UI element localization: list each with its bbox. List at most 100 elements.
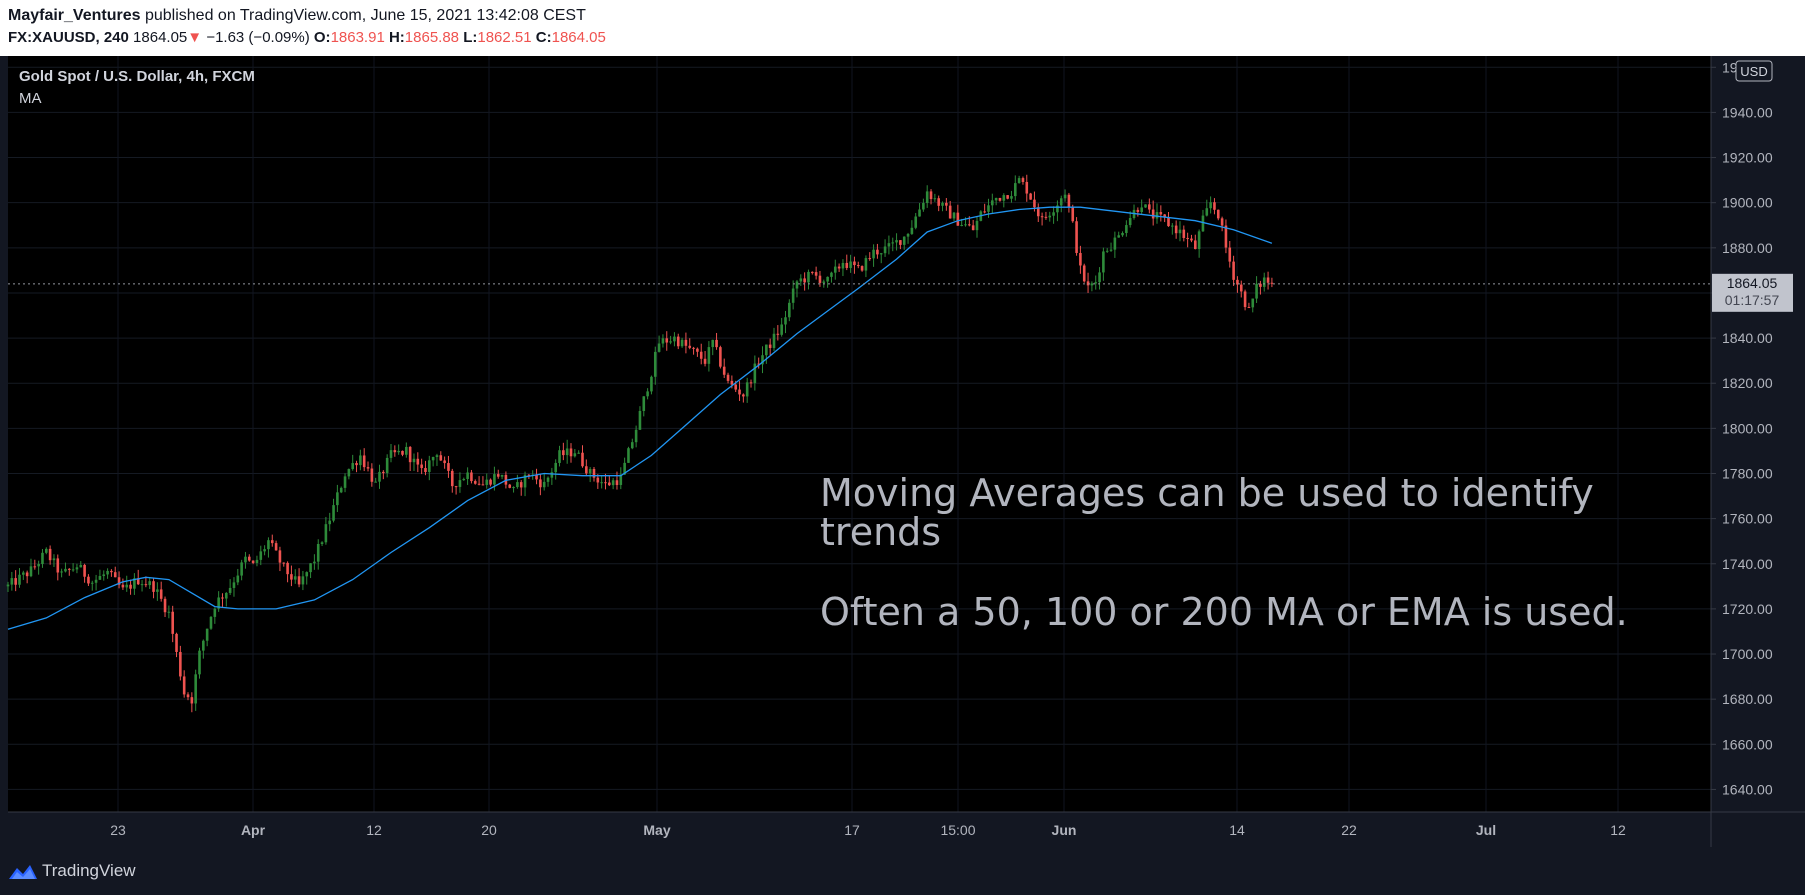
candle-body xyxy=(290,574,293,580)
time-tick-label: 15:00 xyxy=(940,822,975,838)
candle-body xyxy=(217,597,220,609)
candle-body xyxy=(1262,277,1266,287)
candle-body xyxy=(780,324,783,335)
candle-body xyxy=(1224,225,1228,248)
candle-body xyxy=(175,633,178,652)
last-price-badge-price: 1864.05 xyxy=(1727,275,1778,291)
candle-body xyxy=(301,576,305,585)
candle-body xyxy=(542,481,546,488)
candle-body xyxy=(336,492,339,506)
price-tick-label: 1800.00 xyxy=(1722,420,1773,436)
candle-body xyxy=(221,597,224,599)
candle-body xyxy=(259,551,263,560)
candle-body xyxy=(416,458,420,465)
candle-body xyxy=(94,579,98,583)
candle-body xyxy=(1044,216,1048,218)
price-tick-label: 1840.00 xyxy=(1722,330,1773,346)
candle-body xyxy=(282,562,286,564)
candle-body xyxy=(144,584,148,586)
candle-body xyxy=(960,225,963,227)
indicator-label[interactable]: MA xyxy=(19,90,42,107)
candle-body xyxy=(1048,215,1052,218)
price-tick-label: 1720.00 xyxy=(1722,601,1773,617)
candle-body xyxy=(565,448,569,456)
candle-body xyxy=(129,584,132,589)
candle-body xyxy=(604,482,607,484)
candle-body xyxy=(554,462,557,473)
tradingview-brand[interactable]: TradingView xyxy=(42,861,136,880)
candle-body xyxy=(1013,183,1017,197)
candle-body xyxy=(910,227,914,234)
candle-body xyxy=(205,628,209,641)
time-tick-label: 17 xyxy=(844,822,860,838)
candle-body xyxy=(83,564,86,577)
candle-body xyxy=(148,581,152,586)
candle-body xyxy=(1243,291,1247,308)
currency-badge[interactable] xyxy=(1735,60,1773,82)
time-tick-label: 23 xyxy=(110,822,126,838)
candle-body xyxy=(87,576,90,584)
annotation-line-2: trends xyxy=(820,510,941,554)
price-tick-label: 1640.00 xyxy=(1722,781,1773,797)
candle-body xyxy=(485,479,489,485)
candle-body xyxy=(707,347,711,364)
candle-body xyxy=(914,216,918,228)
candle-body xyxy=(964,224,967,226)
candle-body xyxy=(481,484,485,486)
candle-body xyxy=(577,452,580,454)
time-tick-label: 12 xyxy=(366,822,382,838)
time-axis[interactable]: 23 Apr 12 20 May 17 15:00 Jun 14 22 Jul 12 xyxy=(110,822,1626,838)
candle-body xyxy=(79,564,83,568)
candle-body xyxy=(121,584,125,588)
candle-body xyxy=(251,560,255,563)
candle-body xyxy=(1151,209,1155,219)
candle-body xyxy=(971,225,975,231)
candle-body xyxy=(102,574,106,577)
candle-body xyxy=(1209,202,1212,209)
candle-body xyxy=(1163,214,1166,218)
candle-body xyxy=(244,556,247,563)
candle-body xyxy=(1255,283,1258,299)
candle-body xyxy=(431,456,435,461)
candle-body xyxy=(1109,249,1113,251)
symbol-label[interactable]: FX:XAUUSD, 240 xyxy=(8,29,129,46)
ma-line xyxy=(7,206,1273,630)
candle-body xyxy=(719,347,722,367)
candle-body xyxy=(90,582,94,584)
tradingview-logo-icon[interactable] xyxy=(8,861,38,881)
candle-body xyxy=(699,351,703,359)
candle-body xyxy=(933,198,937,200)
author-name[interactable]: Mayfair_Ventures xyxy=(8,7,141,24)
candle-body xyxy=(362,455,366,468)
candle-body xyxy=(879,253,883,255)
candle-body xyxy=(186,694,190,698)
chart-area[interactable]: Gold Spot / U.S. Dollar, 4h, FXCM MA Mov… xyxy=(0,56,1805,847)
candle-body xyxy=(48,548,52,561)
candle-body xyxy=(117,577,121,585)
candle-body xyxy=(1021,178,1025,182)
candle-body xyxy=(642,396,646,411)
candle-body xyxy=(450,470,454,487)
candle-body xyxy=(615,480,619,485)
candle-body xyxy=(408,446,412,463)
candle-body xyxy=(56,558,60,573)
candle-body xyxy=(133,578,136,589)
candle-body xyxy=(600,482,603,484)
candle-body xyxy=(673,336,676,342)
candle-body xyxy=(726,374,730,381)
candle-body xyxy=(1040,216,1044,218)
candle-body xyxy=(397,450,400,453)
price-chart[interactable]: Gold Spot / U.S. Dollar, 4h, FXCM MA Mov… xyxy=(0,56,1805,847)
candle-body xyxy=(385,457,389,474)
candle-body xyxy=(213,608,217,617)
candle-body xyxy=(286,562,289,575)
candle-body xyxy=(745,382,749,397)
symbol-info: FX:XAUUSD, 240 1864.05▼ −1.63 (−0.09%) O… xyxy=(8,29,606,46)
candle-body xyxy=(945,202,948,206)
time-tick-label: May xyxy=(643,822,670,838)
candle-body xyxy=(1029,193,1032,200)
candle-body xyxy=(887,243,891,247)
candle-body xyxy=(899,240,902,245)
candle-body xyxy=(902,236,906,245)
candle-body xyxy=(64,568,67,572)
